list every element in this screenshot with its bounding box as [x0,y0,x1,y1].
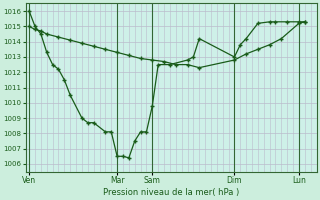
X-axis label: Pression niveau de la mer( hPa ): Pression niveau de la mer( hPa ) [103,188,239,197]
